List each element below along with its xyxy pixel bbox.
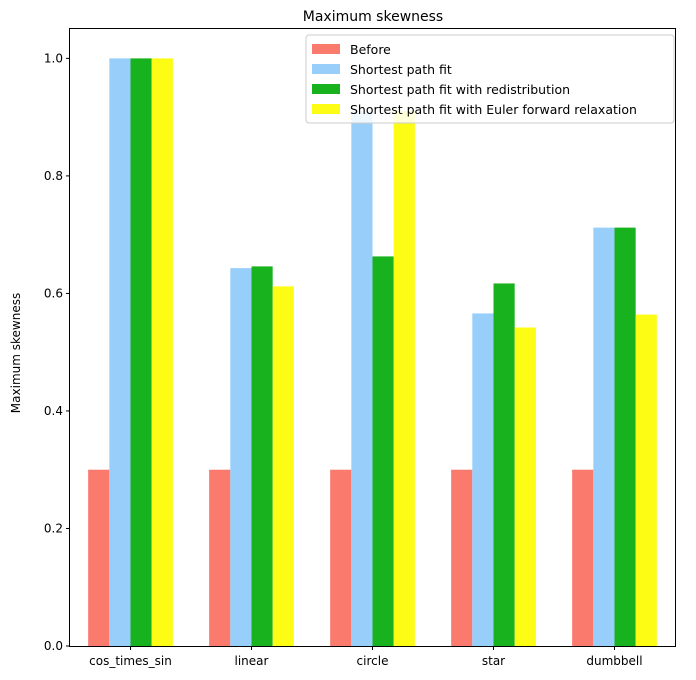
legend-label: Shortest path fit [350,62,452,77]
x-tick-label: linear [235,654,269,668]
bar-cos_times_sin-series-3 [151,58,173,646]
y-tick-label: 1.0 [44,51,63,65]
x-tick-label: star [482,654,505,668]
plot-frame [69,28,676,647]
bar-linear-series-1 [230,268,252,646]
bar-star-series-0 [451,469,473,646]
bar-dumbbell-series-2 [614,227,636,646]
plot-area: 0.0 0.2 0.4 0.6 0.8 1.0 cos_times_sin linear cir… [44,51,657,668]
bar-linear-series-0 [209,469,231,646]
bar-linear-series-3 [272,286,294,646]
bar-star-series-2 [493,283,515,646]
chart-title: Maximum skewness [303,9,443,25]
y-tick-label: 0.2 [44,521,63,535]
legend-swatch [312,104,340,114]
bar-circle-series-2 [372,256,394,646]
legend-label: Shortest path fit with Euler forward rel… [350,102,637,117]
y-tick-label: 0.8 [44,169,63,183]
x-tick-label: cos_times_sin [89,654,172,668]
y-tick-label: 0.6 [44,286,63,300]
bar-dumbbell-series-3 [635,314,657,646]
legend: Before Shortest path fit Shortest path fit… [305,34,675,124]
bar-cos_times_sin-series-0 [88,469,110,646]
bar-cos_times_sin-series-2 [130,58,152,646]
x-tick-label: circle [357,654,389,668]
x-tick-label: dumbbell [586,654,642,668]
bar-linear-series-2 [251,266,273,646]
legend-swatch [312,64,340,74]
bar-dumbbell-series-1 [593,227,615,646]
y-axis-title: Maximum skewness [9,293,23,413]
legend-box [305,34,675,124]
bar-circle-series-3 [393,111,415,646]
y-tick-label: 0.0 [44,639,63,653]
legend-label: Shortest path fit with redistribution [350,82,570,97]
y-tick-label: 0.4 [44,404,63,418]
bar-circle-series-0 [330,469,352,646]
bar-cos_times_sin-series-1 [109,58,131,646]
legend-label: Before [350,42,391,57]
bar-star-series-1 [472,313,494,646]
legend-swatch [312,84,340,94]
bar-dumbbell-series-0 [572,469,594,646]
bar-circle-series-1 [351,111,373,646]
legend-swatch [312,44,340,54]
bar-star-series-3 [514,327,536,646]
